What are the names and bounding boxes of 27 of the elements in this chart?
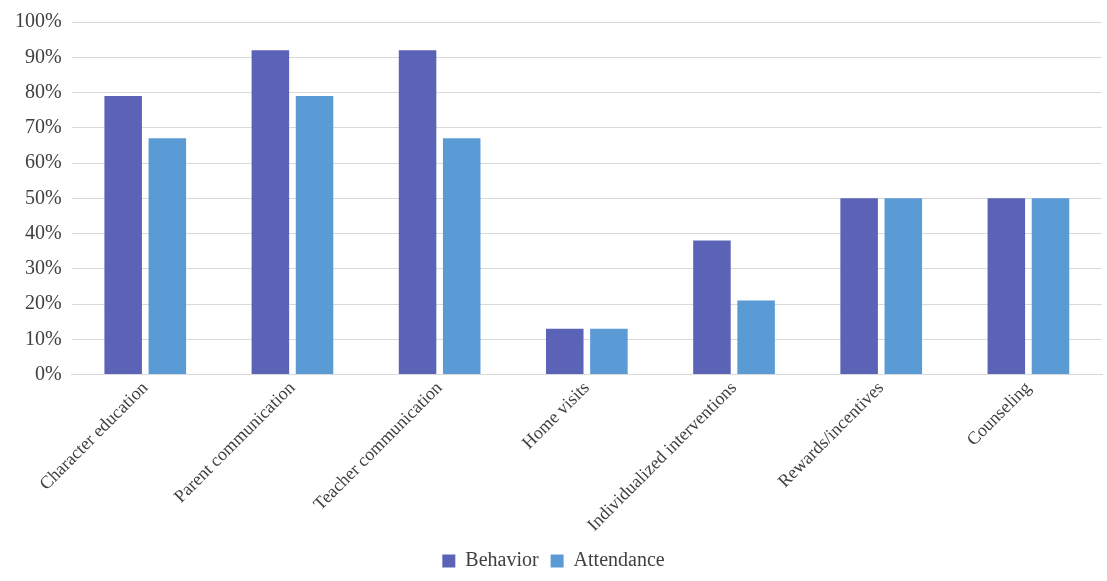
bar	[1031, 198, 1070, 375]
bar	[884, 198, 923, 375]
legend-label: Attendance	[573, 548, 665, 571]
bar	[148, 138, 187, 375]
bar	[840, 198, 878, 375]
y-tick-label: 0%	[34, 361, 62, 384]
bar	[104, 96, 142, 375]
bar	[737, 300, 775, 375]
y-tick-label: 10%	[24, 326, 62, 349]
y-tick-label: 80%	[24, 79, 62, 102]
bar	[398, 50, 437, 375]
bar	[295, 96, 334, 375]
y-tick-label: 100%	[14, 9, 62, 32]
legend-label: Behavior	[465, 548, 539, 571]
y-tick-label: 50%	[24, 185, 62, 208]
bar	[590, 328, 628, 375]
y-tick-label: 60%	[24, 150, 62, 173]
y-tick-label: 90%	[24, 44, 62, 67]
bar	[442, 138, 481, 375]
bar	[693, 240, 731, 375]
y-tick-label: 30%	[24, 256, 62, 279]
y-tick-label: 40%	[24, 220, 62, 243]
y-tick-label: 70%	[24, 115, 62, 138]
bar	[251, 50, 290, 375]
bar	[545, 328, 584, 375]
bar	[987, 198, 1026, 375]
y-tick-label: 20%	[24, 291, 62, 314]
